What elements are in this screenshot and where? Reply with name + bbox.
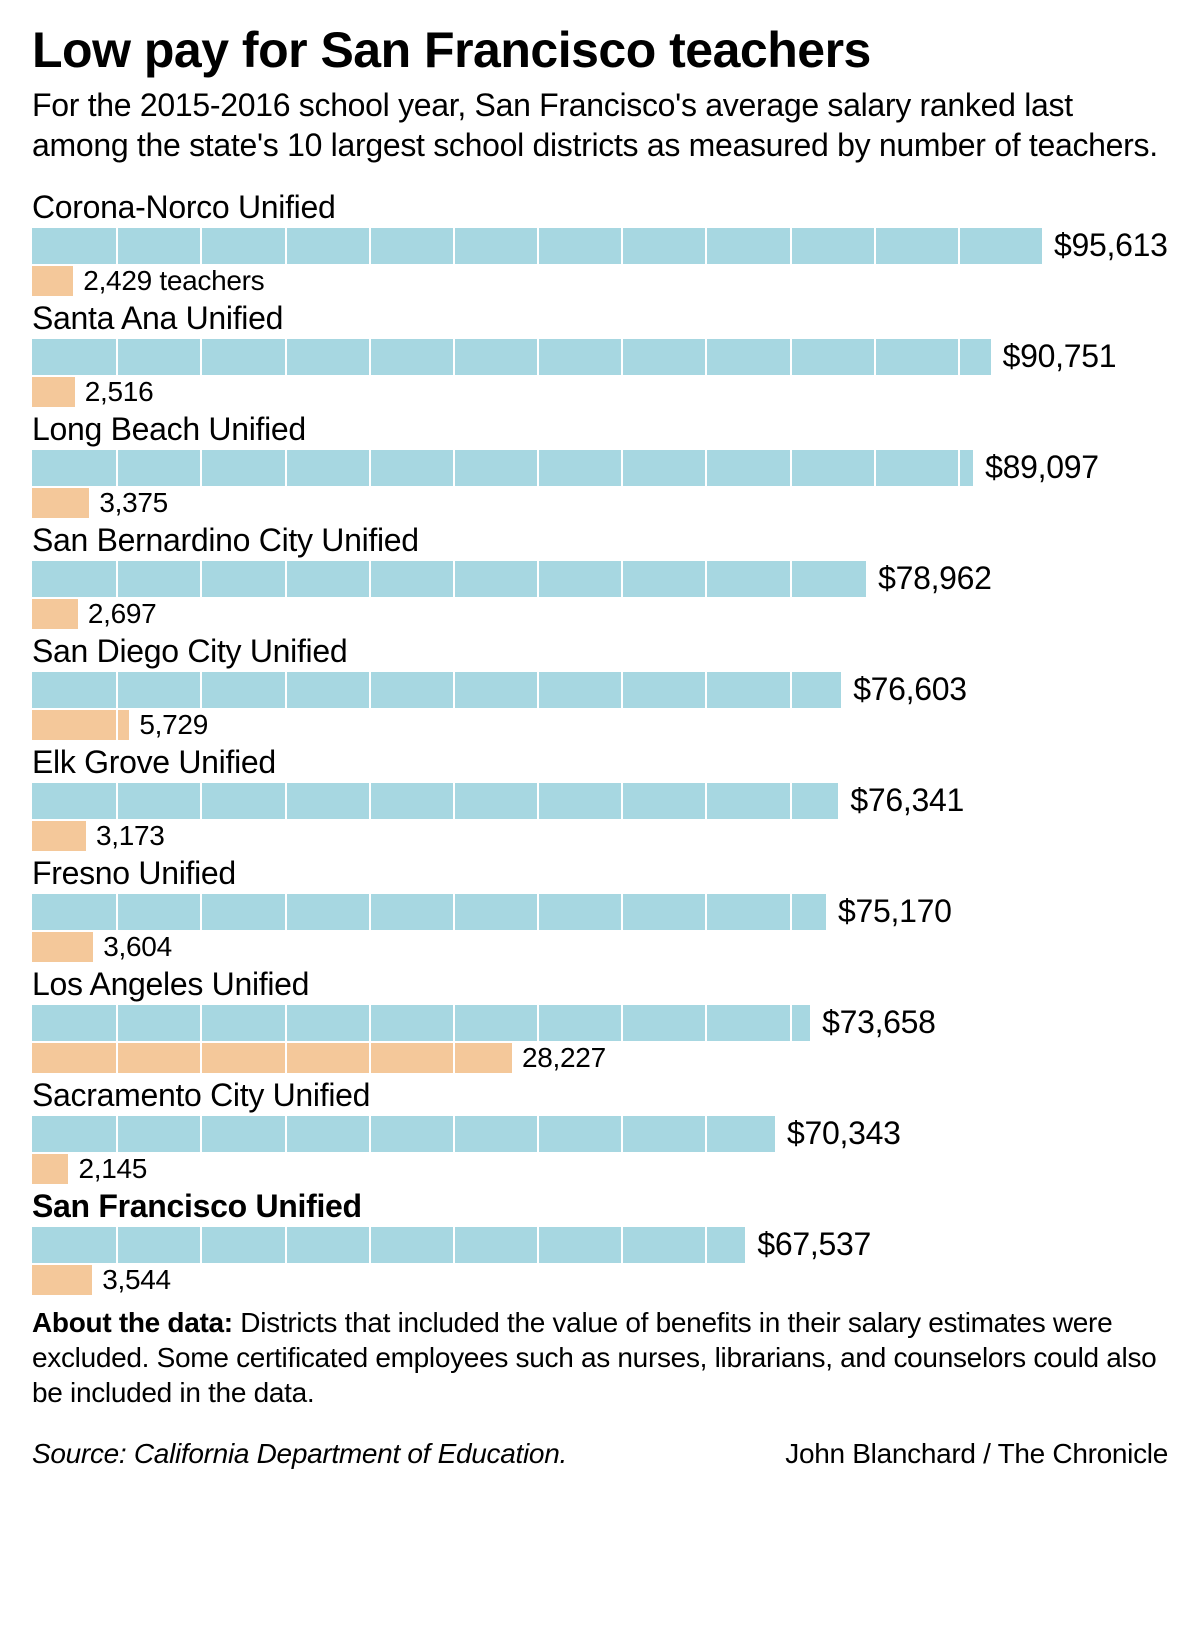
teachers-bar-line: 2,516 — [32, 377, 1168, 407]
salary-bar-line: $89,097 — [32, 450, 1168, 486]
salary-value: $73,658 — [822, 1004, 936, 1041]
chart-row: Los Angeles Unified$73,658 28,227 — [32, 966, 1168, 1073]
salary-bar — [32, 894, 826, 930]
salary-bar — [32, 1116, 775, 1152]
teachers-bar-line: 5,729 — [32, 710, 1168, 740]
about-note: About the data: Districts that included … — [32, 1305, 1168, 1410]
salary-bar-line: $76,341 — [32, 783, 1168, 819]
salary-bar — [32, 783, 838, 819]
chart-row: San Francisco Unified$67,537 3,544 — [32, 1188, 1168, 1295]
bar-chart: Corona-Norco Unified$95,613 2,429 teacher… — [32, 189, 1168, 1295]
chart-row: Long Beach Unified$89,097 3,375 — [32, 411, 1168, 518]
district-label: Los Angeles Unified — [32, 966, 1168, 1003]
teachers-value: 3,173 — [96, 820, 165, 852]
credit-text: John Blanchard / The Chronicle — [785, 1438, 1168, 1470]
source-text: Source: California Department of Educati… — [32, 1438, 567, 1470]
salary-bar — [32, 339, 991, 375]
teachers-bar-line: 28,227 — [32, 1043, 1168, 1073]
salary-value: $78,962 — [878, 560, 992, 597]
teachers-bar — [32, 488, 89, 518]
salary-bar — [32, 561, 866, 597]
teachers-value: 2,145 — [78, 1153, 147, 1185]
salary-value: $89,097 — [985, 449, 1099, 486]
district-label: Sacramento City Unified — [32, 1077, 1168, 1114]
district-label: Elk Grove Unified — [32, 744, 1168, 781]
teachers-bar-line: 3,375 — [32, 488, 1168, 518]
chart-row: Corona-Norco Unified$95,613 2,429 teacher… — [32, 189, 1168, 296]
teachers-bar-line: 3,544 — [32, 1265, 1168, 1295]
district-label: Corona-Norco Unified — [32, 189, 1168, 226]
teachers-value: 5,729 — [139, 709, 208, 741]
teachers-value: 3,604 — [103, 931, 172, 963]
salary-value: $76,341 — [850, 782, 964, 819]
salary-bar-line: $70,343 — [32, 1116, 1168, 1152]
salary-value: $90,751 — [1003, 338, 1117, 375]
district-label: San Francisco Unified — [32, 1188, 1168, 1225]
salary-bar-line: $67,537 — [32, 1227, 1168, 1263]
salary-value: $76,603 — [853, 671, 967, 708]
teachers-bar-line: 2,145 — [32, 1154, 1168, 1184]
chart-row: Elk Grove Unified$76,341 3,173 — [32, 744, 1168, 851]
salary-bar — [32, 1227, 745, 1263]
district-label: Long Beach Unified — [32, 411, 1168, 448]
teachers-bar — [32, 1154, 68, 1184]
salary-bar-line: $90,751 — [32, 339, 1168, 375]
chart-row: Fresno Unified$75,170 3,604 — [32, 855, 1168, 962]
district-label: Santa Ana Unified — [32, 300, 1168, 337]
teachers-bar-line: 3,173 — [32, 821, 1168, 851]
teachers-bar-line: 2,429 teachers — [32, 266, 1168, 296]
salary-bar-line: $78,962 — [32, 561, 1168, 597]
teachers-bar-line: 3,604 — [32, 932, 1168, 962]
district-label: Fresno Unified — [32, 855, 1168, 892]
salary-value: $75,170 — [838, 893, 952, 930]
salary-bar-line: $95,613 — [32, 228, 1168, 264]
teachers-bar — [32, 1265, 92, 1295]
chart-row: San Diego City Unified$76,603 5,729 — [32, 633, 1168, 740]
salary-value: $70,343 — [787, 1115, 901, 1152]
teachers-bar — [32, 599, 78, 629]
chart-container: Low pay for San Francisco teachers For t… — [0, 0, 1200, 1490]
chart-row: San Bernardino City Unified$78,962 2,697 — [32, 522, 1168, 629]
chart-row: Santa Ana Unified$90,751 2,516 — [32, 300, 1168, 407]
salary-bar — [32, 228, 1042, 264]
salary-value: $67,537 — [757, 1226, 871, 1263]
teachers-value: 3,375 — [99, 487, 168, 519]
teachers-value: 2,429 teachers — [83, 265, 264, 297]
chart-title: Low pay for San Francisco teachers — [32, 24, 1168, 77]
salary-bar — [32, 450, 973, 486]
salary-bar — [32, 672, 841, 708]
teachers-bar — [32, 932, 93, 962]
district-label: San Diego City Unified — [32, 633, 1168, 670]
salary-bar-line: $76,603 — [32, 672, 1168, 708]
salary-bar-line: $73,658 — [32, 1005, 1168, 1041]
teachers-value: 28,227 — [522, 1042, 606, 1074]
teachers-value: 2,516 — [85, 376, 154, 408]
teachers-bar — [32, 377, 75, 407]
salary-value: $95,613 — [1054, 227, 1168, 264]
teachers-bar — [32, 710, 129, 740]
teachers-bar-line: 2,697 — [32, 599, 1168, 629]
chart-row: Sacramento City Unified$70,343 2,145 — [32, 1077, 1168, 1184]
salary-bar — [32, 1005, 810, 1041]
district-label: San Bernardino City Unified — [32, 522, 1168, 559]
teachers-bar — [32, 1043, 512, 1073]
teachers-bar — [32, 266, 73, 296]
chart-footer: Source: California Department of Educati… — [32, 1438, 1168, 1470]
salary-bar-line: $75,170 — [32, 894, 1168, 930]
teachers-value: 2,697 — [88, 598, 157, 630]
teachers-bar — [32, 821, 86, 851]
about-lead: About the data: — [32, 1307, 233, 1338]
chart-subtitle: For the 2015-2016 school year, San Franc… — [32, 85, 1168, 165]
teachers-value: 3,544 — [102, 1264, 171, 1296]
